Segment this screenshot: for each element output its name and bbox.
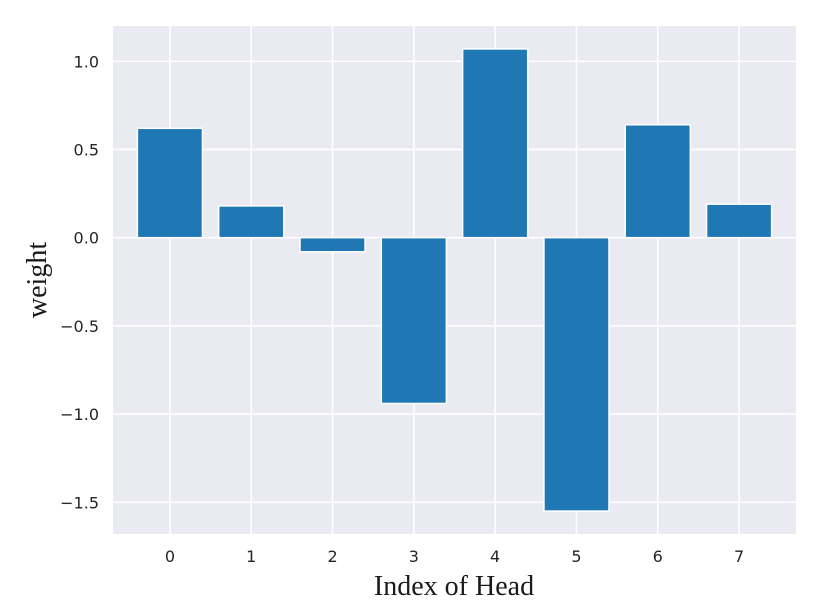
x-tick-label: 7 xyxy=(734,547,744,566)
y-axis-label: weight xyxy=(22,242,53,318)
x-tick-labels: 0 1 2 3 4 5 6 7 xyxy=(165,547,744,566)
x-tick-label: 6 xyxy=(653,547,663,566)
x-tick-label: 0 xyxy=(165,547,175,566)
x-tick-label: 5 xyxy=(571,547,581,566)
plot-area xyxy=(113,26,796,534)
x-tick-label: 3 xyxy=(409,547,419,566)
bar-5 xyxy=(543,236,610,512)
y-tick-label: 0.5 xyxy=(74,140,99,159)
y-tick-label: −1.5 xyxy=(60,493,99,512)
bar-4 xyxy=(461,48,529,239)
x-axis-label: Index of Head xyxy=(374,571,534,602)
x-tick-label: 4 xyxy=(490,547,500,566)
bar-7 xyxy=(705,203,773,239)
y-tick-label: 0.0 xyxy=(74,229,99,248)
y-tick-labels: 1.0 0.5 0.0 −0.5 −1.0 −1.5 xyxy=(60,52,99,512)
bars xyxy=(136,48,773,512)
bar-3 xyxy=(380,236,448,405)
y-tick-label: 1.0 xyxy=(74,52,99,71)
y-tick-label: −0.5 xyxy=(60,317,99,336)
y-tick-label: −1.0 xyxy=(60,405,99,424)
bar-6 xyxy=(624,124,692,239)
x-tick-label: 1 xyxy=(246,547,256,566)
bar-1 xyxy=(217,205,285,239)
bar-2 xyxy=(299,236,366,253)
x-tick-label: 2 xyxy=(327,547,337,566)
bar-0 xyxy=(136,127,204,239)
